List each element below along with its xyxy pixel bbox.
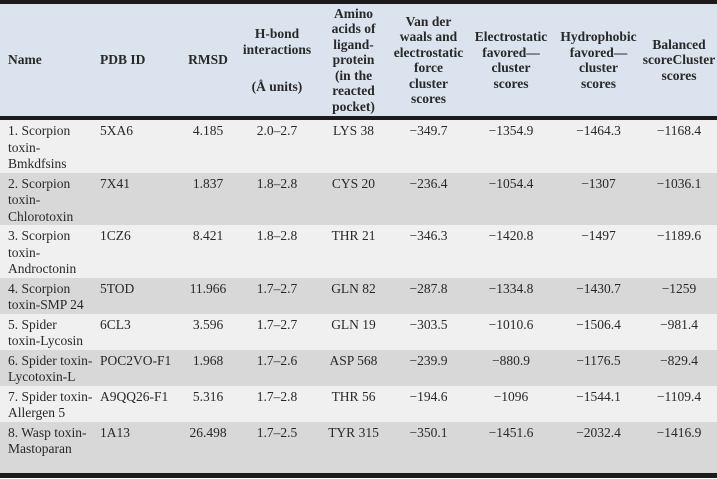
column-header-hydrophobic-favored: Hydrophobic favored— cluster scores xyxy=(556,2,641,120)
column-header-name: Name xyxy=(0,2,96,120)
electrostatic-favored-score-cell: −1054.4 xyxy=(488,175,534,191)
rmsd-cell: 11.966 xyxy=(189,280,227,296)
pdb-id-cell: POC2VO-F1 xyxy=(100,352,172,368)
hbond-interactions-cell: 1.7–2.7 xyxy=(256,280,298,296)
table-row: 2. Scorpion toxin- Chlorotoxin 7X41 1.837 1… xyxy=(0,172,717,225)
pdb-id-cell: 5XA6 xyxy=(100,123,133,138)
table-row: 1. Scorpion toxin- Bmkdfsins 5XA6 4.185 2.0… xyxy=(0,118,717,173)
rmsd-cell: 26.498 xyxy=(189,424,227,440)
name-cell: 8. Wasp toxin- Mastoparan xyxy=(8,424,87,457)
electrostatic-favored-score-cell: −1451.6 xyxy=(488,424,534,440)
balanced-score-cell: −1189.6 xyxy=(656,228,702,243)
table-row: 7. Spider toxin- Allergen 5 A9QQ26-F1 5.31… xyxy=(0,385,717,422)
name-cell: 2. Scorpion toxin- Chlorotoxin xyxy=(8,175,74,224)
amino-acid-cell: GLN 19 xyxy=(331,316,376,332)
hydrophobic-favored-score-cell: −1430.7 xyxy=(576,280,621,296)
hbond-interactions-cell: 1.7–2.6 xyxy=(256,352,298,368)
table-row: 8. Wasp toxin- Mastoparan 1A13 26.498 1.7–2… xyxy=(0,421,717,476)
pdb-id-cell: 5TOD xyxy=(100,280,135,296)
pdb-id-cell: 1CZ6 xyxy=(100,228,131,243)
hbond-header-units: (Å units) xyxy=(251,78,303,94)
name-cell: 1. Scorpion toxin- Bmkdfsins xyxy=(8,123,71,171)
column-header-electrostatic-favored: Electrostatic favored— cluster scores xyxy=(466,2,556,120)
vdw-electrostatic-score-cell: −236.4 xyxy=(409,175,448,191)
vdw-electrostatic-score-cell: −287.8 xyxy=(409,280,448,296)
electrostatic-favored-score-cell: −880.9 xyxy=(492,352,530,368)
electrostatic-favored-score-cell: −1096 xyxy=(493,388,529,404)
table-row: 5. Spider toxin-Lycosin 6CL3 3.596 1.7–2.7 G… xyxy=(0,313,717,350)
balanced-score-cell: −1168.4 xyxy=(656,123,702,138)
electrostatic-favored-score-cell: −1334.8 xyxy=(488,280,534,296)
name-cell: 7. Spider toxin- Allergen 5 xyxy=(8,388,93,421)
pdb-id-cell: 6CL3 xyxy=(100,316,131,332)
column-header-rmsd: RMSD xyxy=(178,2,238,120)
rmsd-cell: 5.316 xyxy=(192,388,224,404)
hbond-interactions-cell: 1.8–2.8 xyxy=(256,228,298,243)
hbond-interactions-cell: 1.7–2.8 xyxy=(256,388,298,404)
balanced-score-cell: −1109.4 xyxy=(656,388,702,404)
amino-acid-cell: THR 56 xyxy=(331,388,376,404)
amino-acid-cell: CYS 20 xyxy=(331,175,376,191)
hbond-interactions-cell: 2.0–2.7 xyxy=(256,123,298,138)
hbond-interactions-cell: 1.8–2.8 xyxy=(256,175,298,191)
amino-acid-cell: TYR 315 xyxy=(328,424,379,440)
hydrophobic-favored-score-cell: −2032.4 xyxy=(576,424,621,440)
hydrophobic-favored-score-cell: −1307 xyxy=(581,175,616,191)
name-cell: 4. Scorpion toxin-SMP 24 xyxy=(8,280,84,313)
electrostatic-favored-score-cell: −1010.6 xyxy=(488,316,534,332)
hbond-interactions-cell: 1.7–2.5 xyxy=(256,424,298,440)
rmsd-cell: 3.596 xyxy=(192,316,224,332)
hydrophobic-favored-score-cell: −1464.3 xyxy=(576,123,621,138)
balanced-score-cell: −1416.9 xyxy=(656,424,702,440)
amino-acid-cell: ASP 568 xyxy=(329,352,378,368)
vdw-electrostatic-score-cell: −303.5 xyxy=(409,316,448,332)
column-header-vdw-electrostatic: Van der waals and electrostatic force cl… xyxy=(391,2,466,120)
electrostatic-favored-score-cell: −1420.8 xyxy=(488,228,534,243)
table-row: 4. Scorpion toxin-SMP 24 5TOD 11.966 1.7–2.… xyxy=(0,277,717,314)
amino-acid-cell: LYS 38 xyxy=(332,123,375,138)
hydrophobic-favored-score-cell: −1544.1 xyxy=(576,388,621,404)
vdw-electrostatic-score-cell: −350.1 xyxy=(409,424,448,440)
amino-acid-cell: THR 21 xyxy=(331,228,376,243)
column-header-balanced-score: Balanced scoreCluster scores xyxy=(641,2,717,120)
table-body: 1. Scorpion toxin- Bmkdfsins 5XA6 4.185 2.0… xyxy=(0,118,717,476)
name-cell: 6. Spider toxin- Lycotoxin-L xyxy=(8,352,93,385)
column-header-hbond-interactions: H-bond interactions (Å units) xyxy=(238,2,316,120)
hydrophobic-favored-score-cell: −1497 xyxy=(581,228,616,243)
pdb-id-cell: 1A13 xyxy=(100,424,130,440)
vdw-electrostatic-score-cell: −194.6 xyxy=(409,388,448,404)
hbond-interactions-cell: 1.7–2.7 xyxy=(256,316,298,332)
column-header-amino-acids: Amino acids of ligand- protein (in the r… xyxy=(316,2,391,120)
electrostatic-favored-score-cell: −1354.9 xyxy=(488,123,534,138)
column-header-pdb-id: PDB ID xyxy=(96,2,178,120)
rmsd-cell: 4.185 xyxy=(192,123,224,138)
balanced-score-cell: −1036.1 xyxy=(656,175,702,191)
pdb-id-cell: 7X41 xyxy=(100,175,130,191)
vdw-electrostatic-score-cell: −239.9 xyxy=(409,352,448,368)
hydrophobic-favored-score-cell: −1176.5 xyxy=(576,352,621,368)
table-row: 6. Spider toxin- Lycotoxin-L POC2VO-F1 1.9… xyxy=(0,349,717,386)
pdb-id-cell: A9QQ26-F1 xyxy=(100,388,169,404)
table-row: 3. Scorpion toxin- Androctonin 1CZ6 8.421 1… xyxy=(0,225,717,278)
vdw-electrostatic-score-cell: −349.7 xyxy=(409,123,448,138)
rmsd-cell: 8.421 xyxy=(192,228,224,243)
amino-acid-cell: GLN 82 xyxy=(331,280,376,296)
vdw-electrostatic-score-cell: −346.3 xyxy=(409,228,448,243)
balanced-score-cell: −981.4 xyxy=(660,316,698,332)
name-cell: 3. Scorpion toxin- Androctonin xyxy=(8,228,77,276)
table-header-row: Name PDB ID RMSD H-bond interactions (Å … xyxy=(0,2,717,120)
name-cell: 5. Spider toxin-Lycosin xyxy=(8,316,83,349)
hydrophobic-favored-score-cell: −1506.4 xyxy=(576,316,621,332)
hbond-header-main: H-bond interactions xyxy=(242,26,312,57)
rmsd-cell: 1.968 xyxy=(192,352,224,368)
balanced-score-cell: −829.4 xyxy=(660,352,698,368)
balanced-score-cell: −1259 xyxy=(661,280,697,296)
rmsd-cell: 1.837 xyxy=(192,175,224,191)
